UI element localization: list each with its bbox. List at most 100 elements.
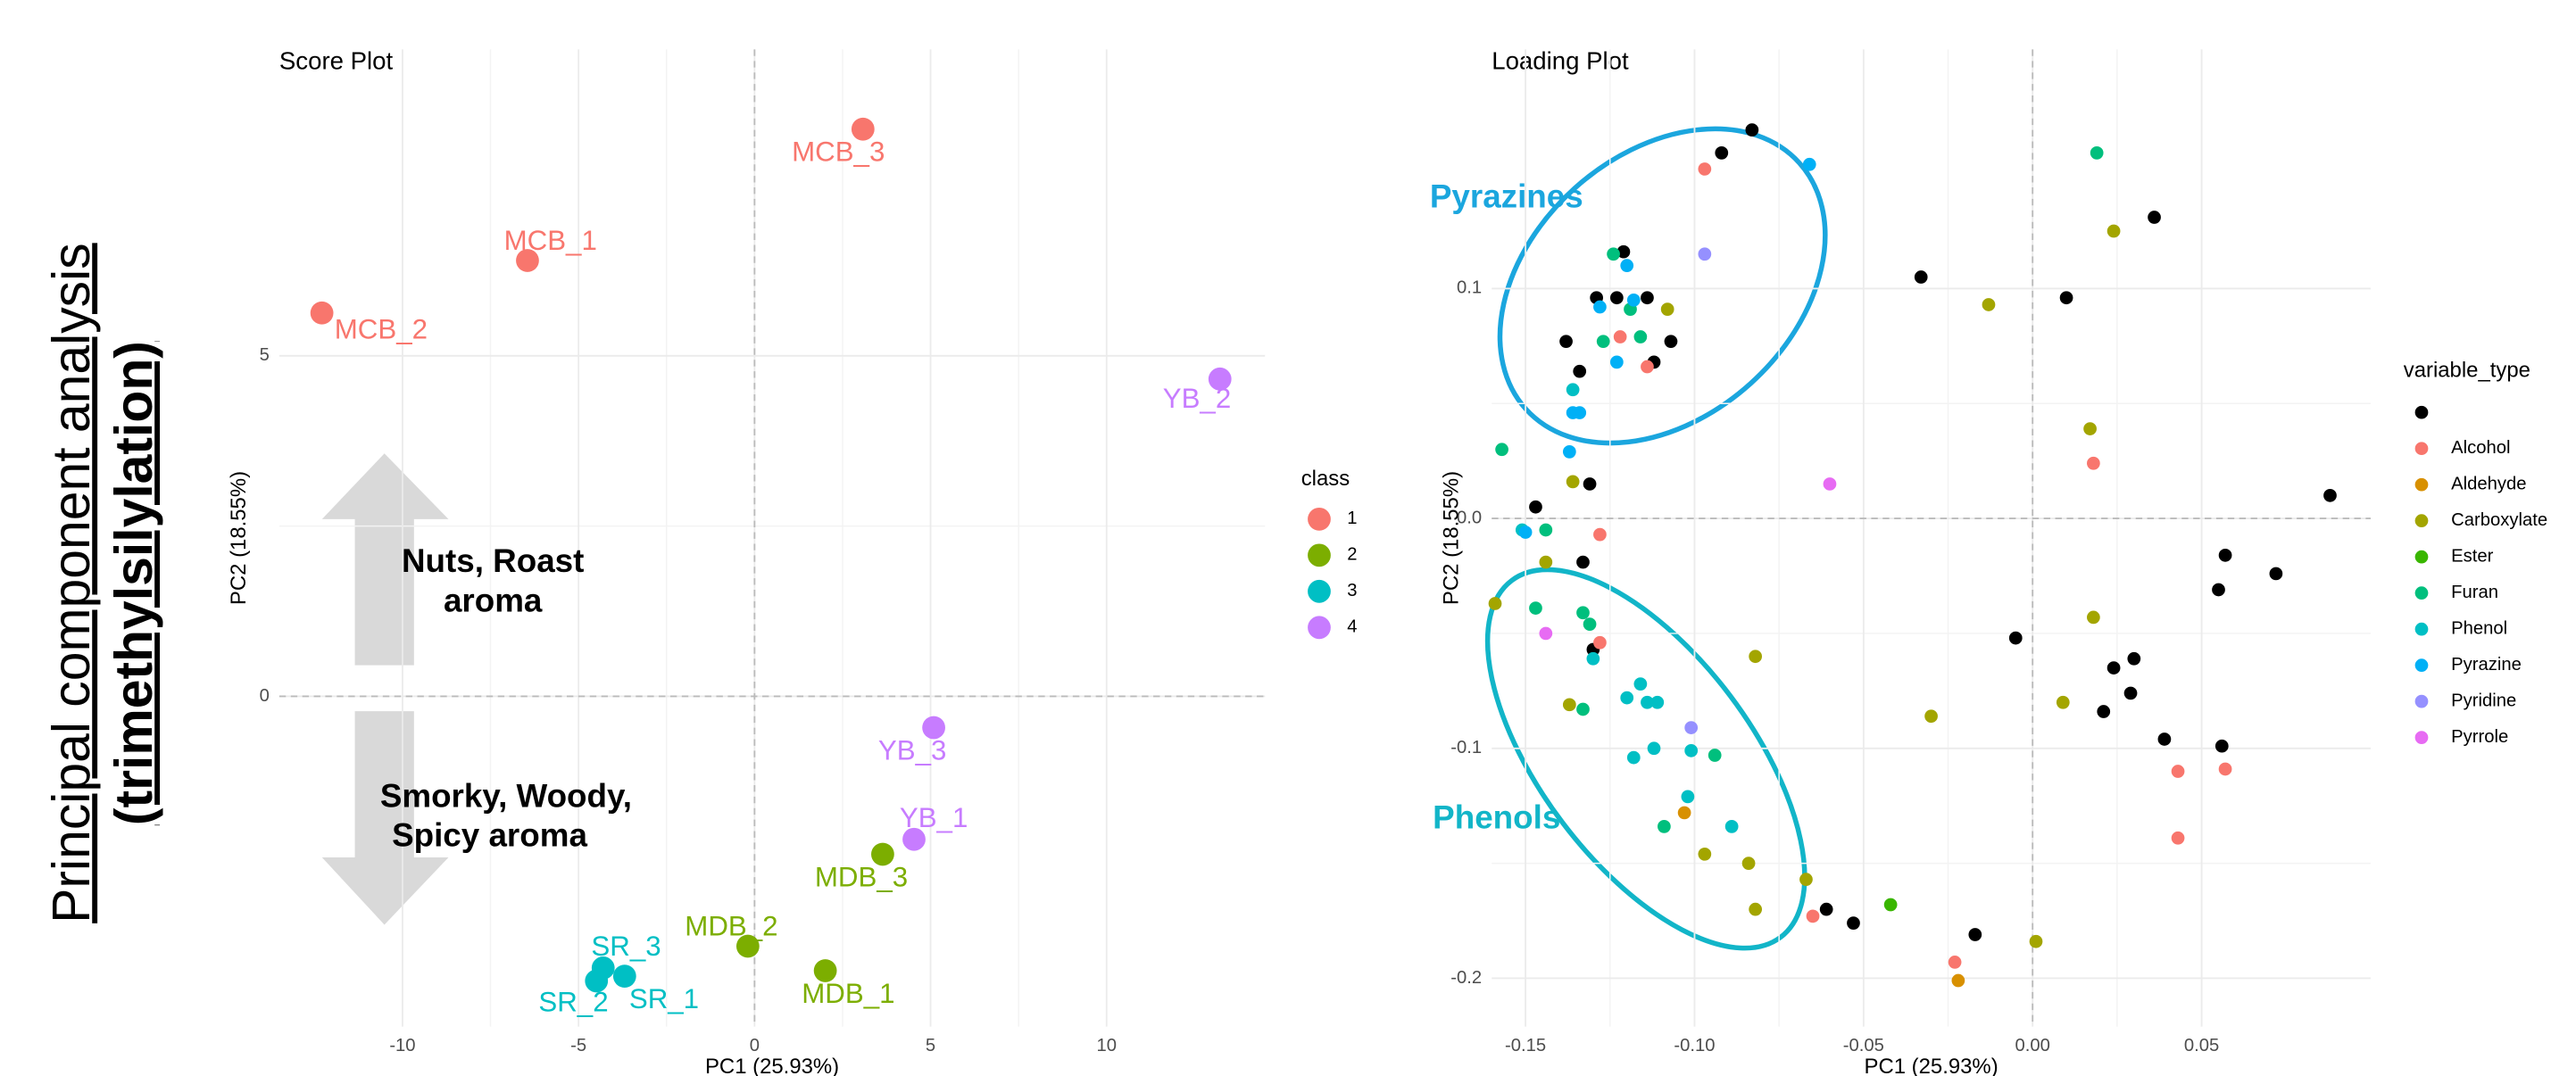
point xyxy=(2029,934,2043,948)
figure-label: Principal component analysis xyxy=(43,243,101,923)
y-axis-label: PC2 (18.55%) xyxy=(227,471,251,605)
x-tick-label: -10 xyxy=(389,1036,415,1055)
point xyxy=(1799,873,1813,887)
point xyxy=(2087,456,2100,470)
legend-label: 1 xyxy=(1347,509,1357,528)
annotation: Nuts, Roast xyxy=(402,542,584,579)
point xyxy=(1518,526,1533,539)
legend-label: Ester xyxy=(2451,547,2493,567)
x-tick-label: 5 xyxy=(926,1036,935,1055)
point xyxy=(1609,355,1624,369)
point xyxy=(2157,733,2172,746)
point xyxy=(1626,750,1641,765)
point xyxy=(2127,651,2141,666)
point xyxy=(1664,335,1678,349)
point xyxy=(1562,445,1576,459)
y-tick-label: -0.2 xyxy=(1450,968,1482,988)
legend-swatch xyxy=(2414,694,2429,708)
down-arrow xyxy=(321,711,449,925)
point xyxy=(2083,422,2097,435)
point xyxy=(1593,635,1607,650)
y-tick-label: -0.1 xyxy=(1450,738,1482,757)
point-label: MDB_1 xyxy=(802,978,894,1009)
point-label: SR_3 xyxy=(591,931,661,962)
point xyxy=(1684,743,1699,757)
legend-swatch xyxy=(2414,586,2429,600)
legend-swatch xyxy=(1308,507,1331,531)
point xyxy=(1562,698,1576,712)
point xyxy=(1677,806,1691,820)
point xyxy=(1724,820,1739,833)
point xyxy=(1698,247,1712,261)
point xyxy=(1620,259,1634,273)
point xyxy=(1583,477,1597,491)
legend-title: variable_type xyxy=(2404,358,2530,382)
point xyxy=(1819,902,1833,916)
point xyxy=(1576,555,1590,569)
point xyxy=(1593,527,1607,542)
point xyxy=(1566,475,1580,489)
legend-label: Pyrazine xyxy=(2451,655,2522,675)
point xyxy=(1539,626,1553,641)
point xyxy=(1539,523,1553,537)
point xyxy=(871,842,894,866)
point xyxy=(922,716,945,740)
point xyxy=(1708,749,1722,762)
point xyxy=(1566,383,1580,397)
point xyxy=(2087,610,2100,625)
x-axis-label: PC1 (25.93%) xyxy=(1865,1055,1998,1076)
y-tick-label: 0 xyxy=(260,686,270,706)
point xyxy=(1488,597,1502,610)
point xyxy=(612,964,636,988)
legend-swatch xyxy=(2414,442,2429,456)
point-label: MCB_1 xyxy=(504,225,597,256)
point-label: YB_1 xyxy=(900,802,968,833)
legend-swatch xyxy=(2414,658,2429,673)
x-tick-label: 0 xyxy=(750,1036,760,1055)
point xyxy=(585,969,609,993)
point xyxy=(1948,956,1962,969)
point xyxy=(1823,477,1837,491)
y-tick-label: 0.1 xyxy=(1457,278,1482,298)
point xyxy=(902,827,926,851)
legend-label: Carboxylate xyxy=(2451,510,2547,530)
point xyxy=(1529,500,1542,514)
point xyxy=(1802,157,1816,171)
legend-label: Alcohol xyxy=(2451,438,2510,458)
point xyxy=(2269,567,2283,581)
point xyxy=(1633,677,1648,691)
point xyxy=(1698,162,1712,176)
point xyxy=(1883,898,1898,912)
legend-swatch xyxy=(2414,514,2429,528)
point xyxy=(1609,291,1624,305)
legend-title: class xyxy=(1301,467,1350,491)
point xyxy=(2215,739,2229,753)
y-tick-label: 5 xyxy=(260,345,270,365)
point xyxy=(2107,661,2121,675)
point xyxy=(2171,765,2185,778)
point xyxy=(1641,695,1654,709)
x-tick-label: -0.10 xyxy=(1674,1036,1715,1055)
point xyxy=(813,959,837,982)
point xyxy=(1495,443,1508,457)
annotation: Spicy aroma xyxy=(392,817,587,854)
x-tick-label: -0.05 xyxy=(1843,1036,1884,1055)
point xyxy=(516,249,539,272)
legend-swatch xyxy=(1308,616,1331,640)
arrows xyxy=(321,453,449,925)
point xyxy=(1613,330,1627,343)
chart-title: Score Plot xyxy=(279,46,394,74)
point-label: SR_1 xyxy=(629,983,699,1014)
point xyxy=(2323,488,2337,502)
x-axis-label: PC1 (25.93%) xyxy=(705,1055,839,1076)
x-tick-label: 0.05 xyxy=(2184,1036,2219,1055)
point xyxy=(2218,548,2232,562)
annotation: Smorky, Woody, xyxy=(380,777,632,814)
point xyxy=(1626,293,1641,307)
point xyxy=(1633,330,1648,343)
point xyxy=(2212,583,2225,597)
point-label: MCB_3 xyxy=(792,137,885,168)
point xyxy=(2171,831,2185,845)
point xyxy=(1951,973,1965,988)
point xyxy=(1641,360,1654,374)
